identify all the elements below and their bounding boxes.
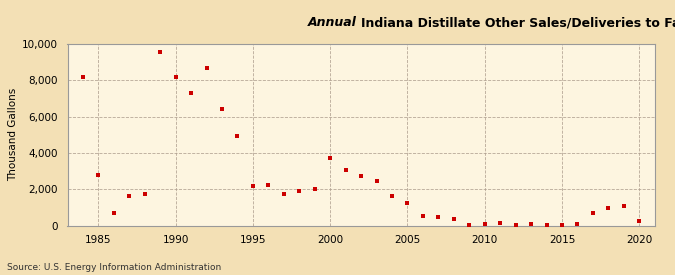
Point [340,168,351,172]
Point [587,211,598,215]
Point [634,219,645,223]
Point [294,189,304,193]
Point [201,65,212,70]
Point [124,193,135,198]
Point [109,211,119,215]
Point [541,222,552,227]
Point [139,191,150,196]
Point [557,222,568,227]
Point [603,206,614,210]
Point [371,179,382,183]
Point [217,107,227,112]
Y-axis label: Thousand Gallons: Thousand Gallons [7,88,18,182]
Point [263,183,274,187]
Point [186,91,196,95]
Point [387,193,398,198]
Text: Indiana Distillate Other Sales/Deliveries to Farm Consumers: Indiana Distillate Other Sales/Deliverie… [361,16,675,29]
Point [279,191,290,196]
Point [479,221,490,226]
Point [325,156,335,161]
Point [78,75,88,79]
Point [170,75,181,79]
Point [402,200,413,205]
Point [495,221,506,225]
Point [572,221,583,226]
Point [433,215,443,219]
Point [526,221,537,226]
Point [93,172,104,177]
Point [418,214,429,219]
Point [510,222,521,227]
Point [356,173,367,178]
Point [309,187,320,191]
Point [232,133,243,138]
Text: Annual: Annual [308,16,361,29]
Text: Source: U.S. Energy Information Administration: Source: U.S. Energy Information Administ… [7,263,221,272]
Point [248,183,259,188]
Point [618,203,629,208]
Point [464,222,475,227]
Point [155,50,165,54]
Point [448,217,459,221]
